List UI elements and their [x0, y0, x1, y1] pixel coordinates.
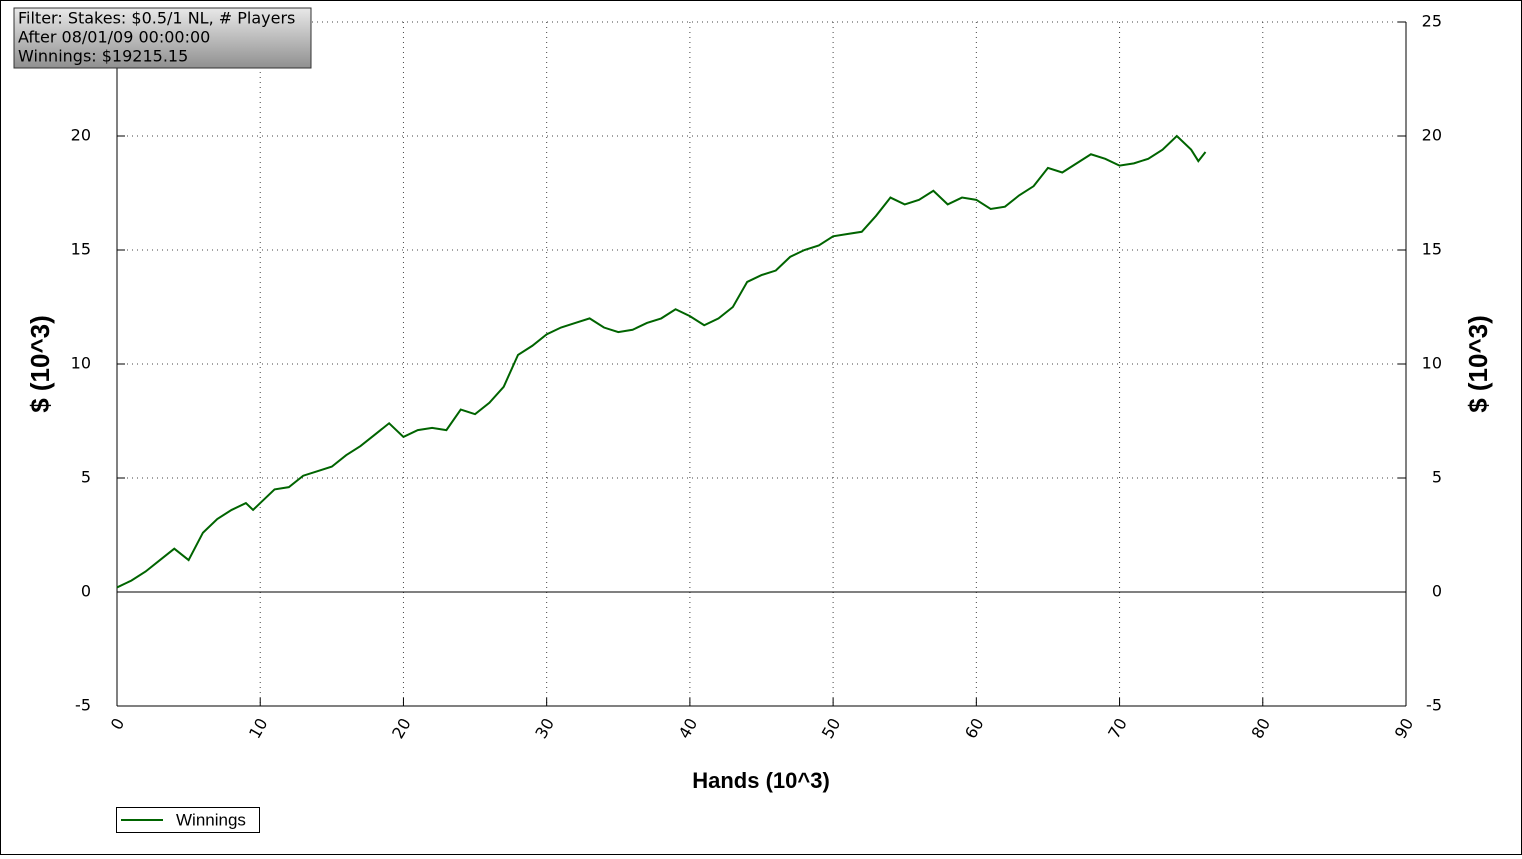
y-tick-label: 20 [71, 126, 91, 145]
info-text: Filter: Stakes: $0.5/1 NL, # Players [18, 9, 295, 28]
info-box [13, 7, 312, 69]
legend-label: Winnings [176, 810, 246, 829]
y-axis-label: $ (10^3) [25, 315, 55, 413]
y2-tick-label: 5 [1432, 468, 1442, 487]
y2-tick-label: 0 [1432, 582, 1442, 601]
y2-axis-label: $ (10^3) [1463, 315, 1493, 413]
y-tick-label: 15 [71, 240, 91, 259]
x-axis-label: Hands (10^3) [692, 768, 830, 793]
y-tick-label: 5 [81, 468, 91, 487]
info-text: Winnings: $19215.15 [18, 47, 188, 66]
legend [116, 807, 260, 833]
y2-tick-label: -5 [1426, 696, 1442, 715]
y-tick-label: 10 [71, 354, 91, 373]
y2-tick-label: 10 [1422, 354, 1442, 373]
info-text: After 08/01/09 00:00:00 [18, 28, 210, 47]
y-tick-label: -5 [75, 696, 91, 715]
y2-tick-label: 15 [1422, 240, 1442, 259]
data-line [116, 134, 1207, 589]
y2-tick-label: 25 [1422, 12, 1442, 31]
y2-tick-label: 20 [1422, 126, 1442, 145]
y-tick-label: 0 [81, 582, 91, 601]
